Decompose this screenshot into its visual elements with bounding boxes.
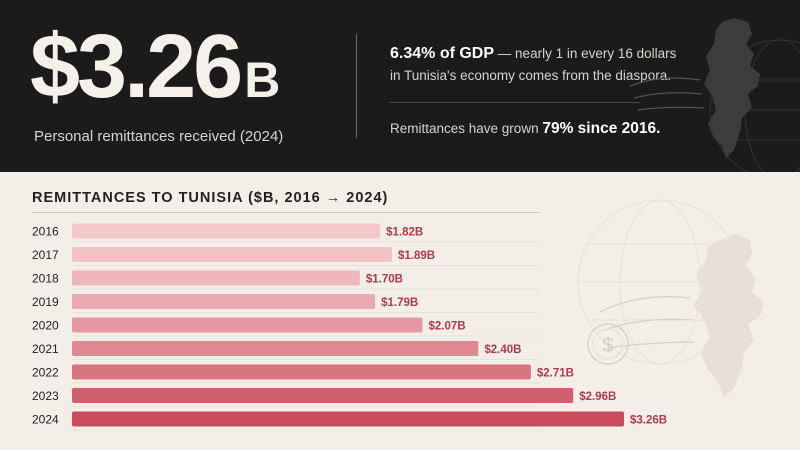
dollar-coin-icon: $	[587, 323, 629, 365]
year-label: 2017	[32, 248, 59, 262]
value-label: $1.82B	[386, 227, 423, 239]
chart-panel: REMITTANCES TO TUNISIA ($B, 2016 → 2024)…	[0, 172, 800, 450]
value-label: $2.40B	[484, 344, 521, 356]
year-label: 2021	[32, 342, 59, 356]
value-label: $2.96B	[579, 391, 616, 403]
year-label: 2016	[32, 225, 59, 239]
gdp-stat: 6.34% of GDP — nearly 1 in every 16 doll…	[390, 43, 690, 87]
bar-2022	[72, 364, 531, 380]
title-rule	[32, 212, 540, 213]
value-label: $1.79B	[381, 297, 418, 309]
bar-2016	[72, 223, 381, 239]
bar-2017	[72, 247, 393, 262]
bar-2020	[72, 317, 423, 333]
vertical-divider	[356, 34, 357, 138]
header-panel: $3.26B Personal remittances received (20…	[0, 0, 800, 172]
value-label: $1.70B	[366, 274, 403, 286]
year-label: 2020	[32, 319, 59, 333]
headline-value: $3.26B	[30, 17, 281, 117]
tunisia-map-icon	[630, 18, 800, 172]
value-label: $1.89B	[398, 250, 435, 262]
gdp-stat-text: — nearly 1 in every 16 dollars in Tunisi…	[390, 46, 677, 83]
gdp-stat-bold: 6.34% of GDP	[390, 45, 495, 62]
headline-caption: Personal remittances received (2024)	[34, 128, 284, 145]
year-label: 2019	[32, 295, 59, 309]
bar-2024	[72, 411, 624, 427]
globe-icon: $	[577, 199, 764, 398]
year-label: 2022	[32, 366, 59, 380]
growth-stat-bold: 79% since 2016.	[542, 120, 661, 137]
growth-stat: Remittances have grown 79% since 2016.	[390, 118, 690, 140]
growth-stat-text: Remittances have grown	[390, 121, 539, 136]
year-label: 2024	[32, 413, 59, 427]
bar-2019	[72, 294, 376, 309]
bar-2018	[72, 270, 360, 286]
chart-title: REMITTANCES TO TUNISIA ($B, 2016 → 2024)	[32, 190, 389, 206]
value-label: $2.71B	[537, 368, 574, 380]
bar-2021	[72, 341, 479, 356]
value-label: $3.26B	[630, 415, 667, 427]
svg-text:$: $	[602, 335, 613, 357]
year-label: 2023	[32, 389, 59, 403]
value-label: $2.07B	[429, 321, 466, 333]
bar-2023	[72, 388, 574, 403]
year-label: 2018	[32, 272, 59, 286]
stat-separator	[390, 102, 640, 103]
